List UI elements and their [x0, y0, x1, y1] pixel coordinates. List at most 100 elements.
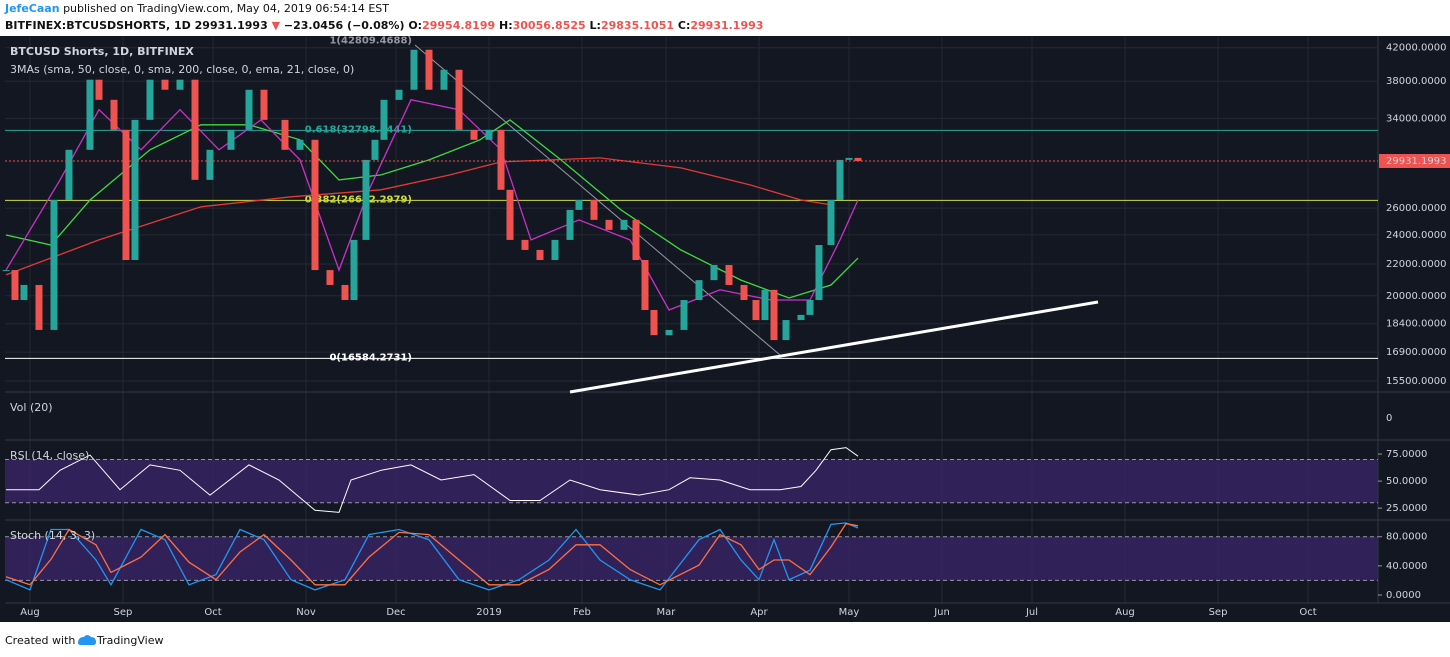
candle [110, 99, 118, 130]
o-label: O: [408, 19, 422, 32]
candle [146, 79, 154, 120]
candle [95, 79, 103, 100]
candle [2, 270, 10, 272]
moving-average [5, 157, 832, 276]
candle [35, 284, 43, 330]
candle [455, 69, 463, 130]
x-tick-label: May [839, 607, 860, 618]
candle [161, 79, 169, 90]
candle [650, 309, 658, 336]
logo [78, 635, 96, 645]
last-price-label: 29931.1993 [1386, 156, 1446, 167]
candle [20, 284, 28, 301]
candle [782, 320, 790, 341]
candle [620, 219, 628, 230]
x-tick-label: Sep [114, 607, 133, 618]
candle [752, 300, 760, 321]
author[interactable]: JefeCaan [4, 2, 60, 15]
candle [410, 49, 418, 90]
candle [566, 209, 574, 240]
candle [191, 79, 199, 180]
candle [311, 139, 319, 271]
x-tick-label: 2019 [476, 607, 501, 618]
x-tick-label: Nov [296, 607, 316, 618]
candle [827, 199, 835, 246]
candle [575, 199, 583, 210]
y-tick-label: 0 [1386, 413, 1392, 424]
x-tick-label: Oct [1299, 607, 1316, 618]
candle [50, 199, 58, 330]
candle [740, 284, 748, 301]
x-tick-label: Aug [1115, 607, 1135, 618]
candle [536, 249, 544, 261]
candle [854, 157, 862, 162]
x-tick-label: Jun [933, 607, 950, 618]
footer: Created with [5, 634, 75, 647]
candle [281, 119, 289, 150]
candle [770, 289, 778, 341]
x-tick-label: Jul [1025, 607, 1038, 618]
candle [845, 157, 853, 160]
band [5, 459, 1378, 503]
candle [761, 289, 769, 321]
candle [695, 280, 703, 301]
candle [440, 69, 448, 90]
candle [470, 129, 478, 140]
brand[interactable]: TradingView [96, 634, 163, 647]
close: 29931.1993 [690, 19, 763, 32]
y-tick-label: 0.0000 [1386, 590, 1421, 601]
candle [176, 79, 184, 90]
pane-title: Stoch (14, 3, 3) [10, 529, 95, 542]
candle [395, 89, 403, 100]
candle [227, 129, 235, 150]
arrow: ▼ [272, 19, 281, 32]
chart-title: BTCUSD Shorts, 1D, BITFINEX [10, 45, 194, 58]
high: 30056.8525 [513, 19, 586, 32]
candle [521, 239, 529, 250]
y-tick-label: 20000.0000 [1386, 291, 1446, 302]
y-tick-label: 26000.0000 [1386, 203, 1446, 214]
fib-label: 0.382(26602.2979) [305, 194, 412, 205]
candle [632, 219, 640, 261]
candle [551, 239, 559, 261]
candle [86, 79, 94, 150]
chart-subtitle: 3MAs (sma, 50, close, 0, sma, 200, close… [10, 63, 354, 76]
y-tick-label: 50.0000 [1386, 476, 1427, 487]
y-tick-label: 24000.0000 [1386, 230, 1446, 241]
candle [65, 149, 73, 200]
candle [245, 89, 253, 130]
low: 29835.1051 [601, 19, 674, 32]
published: published on TradingView.com, May 04, 20… [63, 2, 389, 15]
candle [710, 265, 718, 281]
y-tick-label: 15500.0000 [1386, 376, 1446, 387]
candle [206, 149, 214, 180]
candle [380, 99, 388, 140]
x-tick-label: Aug [20, 607, 40, 618]
symbol: BITFINEX:BTCUSDSHORTS, 1D [5, 19, 191, 32]
footer-text: Created with [5, 634, 75, 647]
candle [362, 159, 370, 240]
candle [725, 265, 733, 285]
trend-line [414, 44, 781, 356]
x-tick-label: Sep [1209, 607, 1228, 618]
chart: Aug Sep Oct Nov Dec 2019 Feb Mar Apr May Jun Jul Aug… [2, 35, 1450, 618]
y-tick-label: 42000.0000 [1386, 43, 1446, 54]
l-label: L: [590, 19, 601, 32]
y-tick-label: 25.0000 [1386, 503, 1427, 514]
y-tick-label: 75.0000 [1386, 449, 1427, 460]
band [5, 536, 1378, 581]
open: 29954.8199 [422, 19, 495, 32]
y-tick-label: 22000.0000 [1386, 259, 1446, 270]
chart-background [0, 36, 1450, 622]
candle [371, 139, 379, 160]
pane-title: RSI (14, close) [10, 449, 89, 462]
fib-label: 0.618(32798.4441) [305, 124, 412, 135]
candle [341, 284, 349, 301]
candle [605, 219, 613, 230]
y-tick-label: 18400.0000 [1386, 319, 1446, 330]
candle [815, 245, 823, 301]
y-tick-label: 40.0000 [1386, 561, 1427, 572]
y-tick-label: 80.0000 [1386, 532, 1427, 543]
y-tick-label: 34000.0000 [1386, 113, 1446, 124]
